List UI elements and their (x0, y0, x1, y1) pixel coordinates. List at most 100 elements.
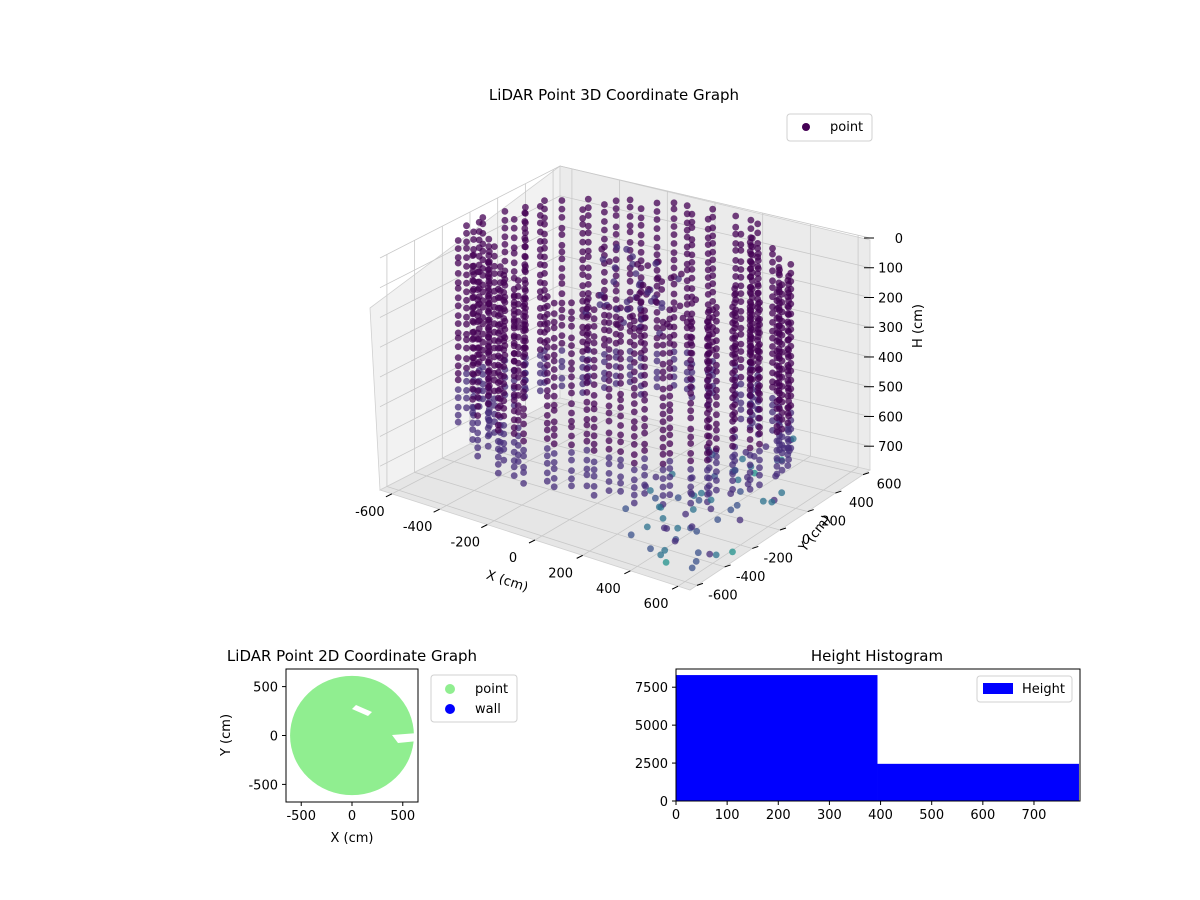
cloud-point (579, 271, 587, 278)
cloud-point (543, 369, 551, 377)
cloud-point (474, 286, 482, 293)
cloud-point (617, 412, 624, 420)
cloud-point (662, 559, 670, 566)
cloud-point (659, 466, 667, 474)
cloud-point (514, 402, 522, 410)
cloud-point (641, 455, 648, 463)
x-tick-label-3d: -600 (355, 505, 385, 520)
cloud-point (520, 370, 527, 378)
y-tick-label-3d: -200 (764, 551, 794, 566)
cloud-point (666, 407, 674, 415)
cloud-point (729, 427, 736, 435)
cloud-point (501, 248, 509, 256)
cloud-point (454, 254, 462, 261)
cloud-point (642, 483, 649, 490)
cloud-point (474, 302, 482, 309)
cloud-point (494, 404, 502, 412)
cloud-point (729, 303, 736, 311)
axes-2d-ticks: -500 0 500 -500 0 500 (248, 681, 415, 824)
cloud-point (784, 310, 792, 318)
x-tick-3d (671, 585, 679, 590)
cloud-point (626, 213, 634, 220)
cloud-point (687, 457, 695, 465)
cloud-point (501, 224, 509, 232)
cloud-point (584, 281, 592, 288)
cloud-point (773, 314, 781, 322)
cloud-point (637, 239, 645, 247)
cloud-point (543, 477, 551, 485)
cloud-point (729, 548, 736, 556)
histogram-bar (676, 675, 878, 801)
cloud-point (605, 354, 613, 361)
cloud-point (454, 312, 462, 319)
cloud-point (754, 250, 762, 258)
cloud-point (617, 380, 624, 387)
cloud-point (521, 243, 529, 251)
cloud-point (558, 314, 566, 321)
cloud-point (463, 377, 470, 385)
cloud-point (500, 456, 508, 464)
cloud-point (704, 449, 711, 457)
cloud-point (659, 374, 667, 382)
cloud-point (583, 341, 591, 348)
cloud-point (746, 408, 754, 416)
cloud-point (558, 248, 566, 256)
cloud-point (558, 382, 566, 390)
cloud-point (601, 218, 608, 225)
legend-histogram-label: Height (1022, 682, 1065, 697)
cloud-point (583, 406, 591, 413)
cloud-point (784, 377, 792, 384)
cloud-point (732, 230, 740, 238)
cloud-point (737, 247, 745, 254)
cloud-point (778, 398, 786, 406)
cloud-point (641, 405, 648, 413)
cloud-point (568, 441, 575, 449)
cloud-point (687, 474, 695, 482)
cloud-point (784, 318, 792, 326)
cloud-point (601, 208, 608, 216)
cloud-point (630, 368, 638, 376)
cloud-point (612, 212, 620, 219)
cloud-point (568, 299, 575, 307)
z-tick-label-3d: 200 (878, 291, 903, 306)
cloud-point (454, 245, 462, 253)
cloud-point (637, 205, 645, 213)
cloud-point (624, 306, 632, 313)
x-tick-label-3d: 400 (596, 582, 621, 597)
cloud-point (491, 279, 498, 286)
cloud-point (647, 487, 654, 494)
cloud-point (687, 339, 695, 347)
cloud-point (630, 332, 638, 340)
cloud-point (746, 328, 754, 335)
cloud-point (666, 384, 674, 392)
cloud-point (550, 459, 558, 466)
cloud-point (550, 407, 558, 414)
cloud-point (500, 305, 508, 313)
cloud-point (666, 373, 674, 381)
cloud-point (773, 323, 781, 330)
cloud-point (687, 407, 695, 415)
cloud-point (652, 494, 659, 502)
cloud-point (463, 313, 470, 321)
cloud-point (469, 304, 477, 312)
x-tick-3d (576, 554, 583, 559)
cloud-point (737, 298, 745, 305)
grid-line-x (677, 235, 859, 587)
cloud-point (520, 452, 527, 460)
cloud-point (568, 423, 575, 431)
cloud-point (670, 223, 678, 230)
cloud-point (520, 312, 527, 320)
cloud-point (769, 293, 776, 301)
cloud-point (698, 489, 705, 497)
cloud-point (737, 330, 745, 338)
cloud-point (485, 235, 493, 243)
cloud-point (704, 301, 712, 308)
cloud-point (521, 252, 529, 260)
cloud-point (579, 282, 587, 290)
cloud-point (641, 463, 648, 471)
cloud-point (641, 371, 648, 379)
cloud-point (746, 322, 754, 329)
cloud-point (653, 309, 661, 316)
cloud-point (773, 289, 781, 296)
